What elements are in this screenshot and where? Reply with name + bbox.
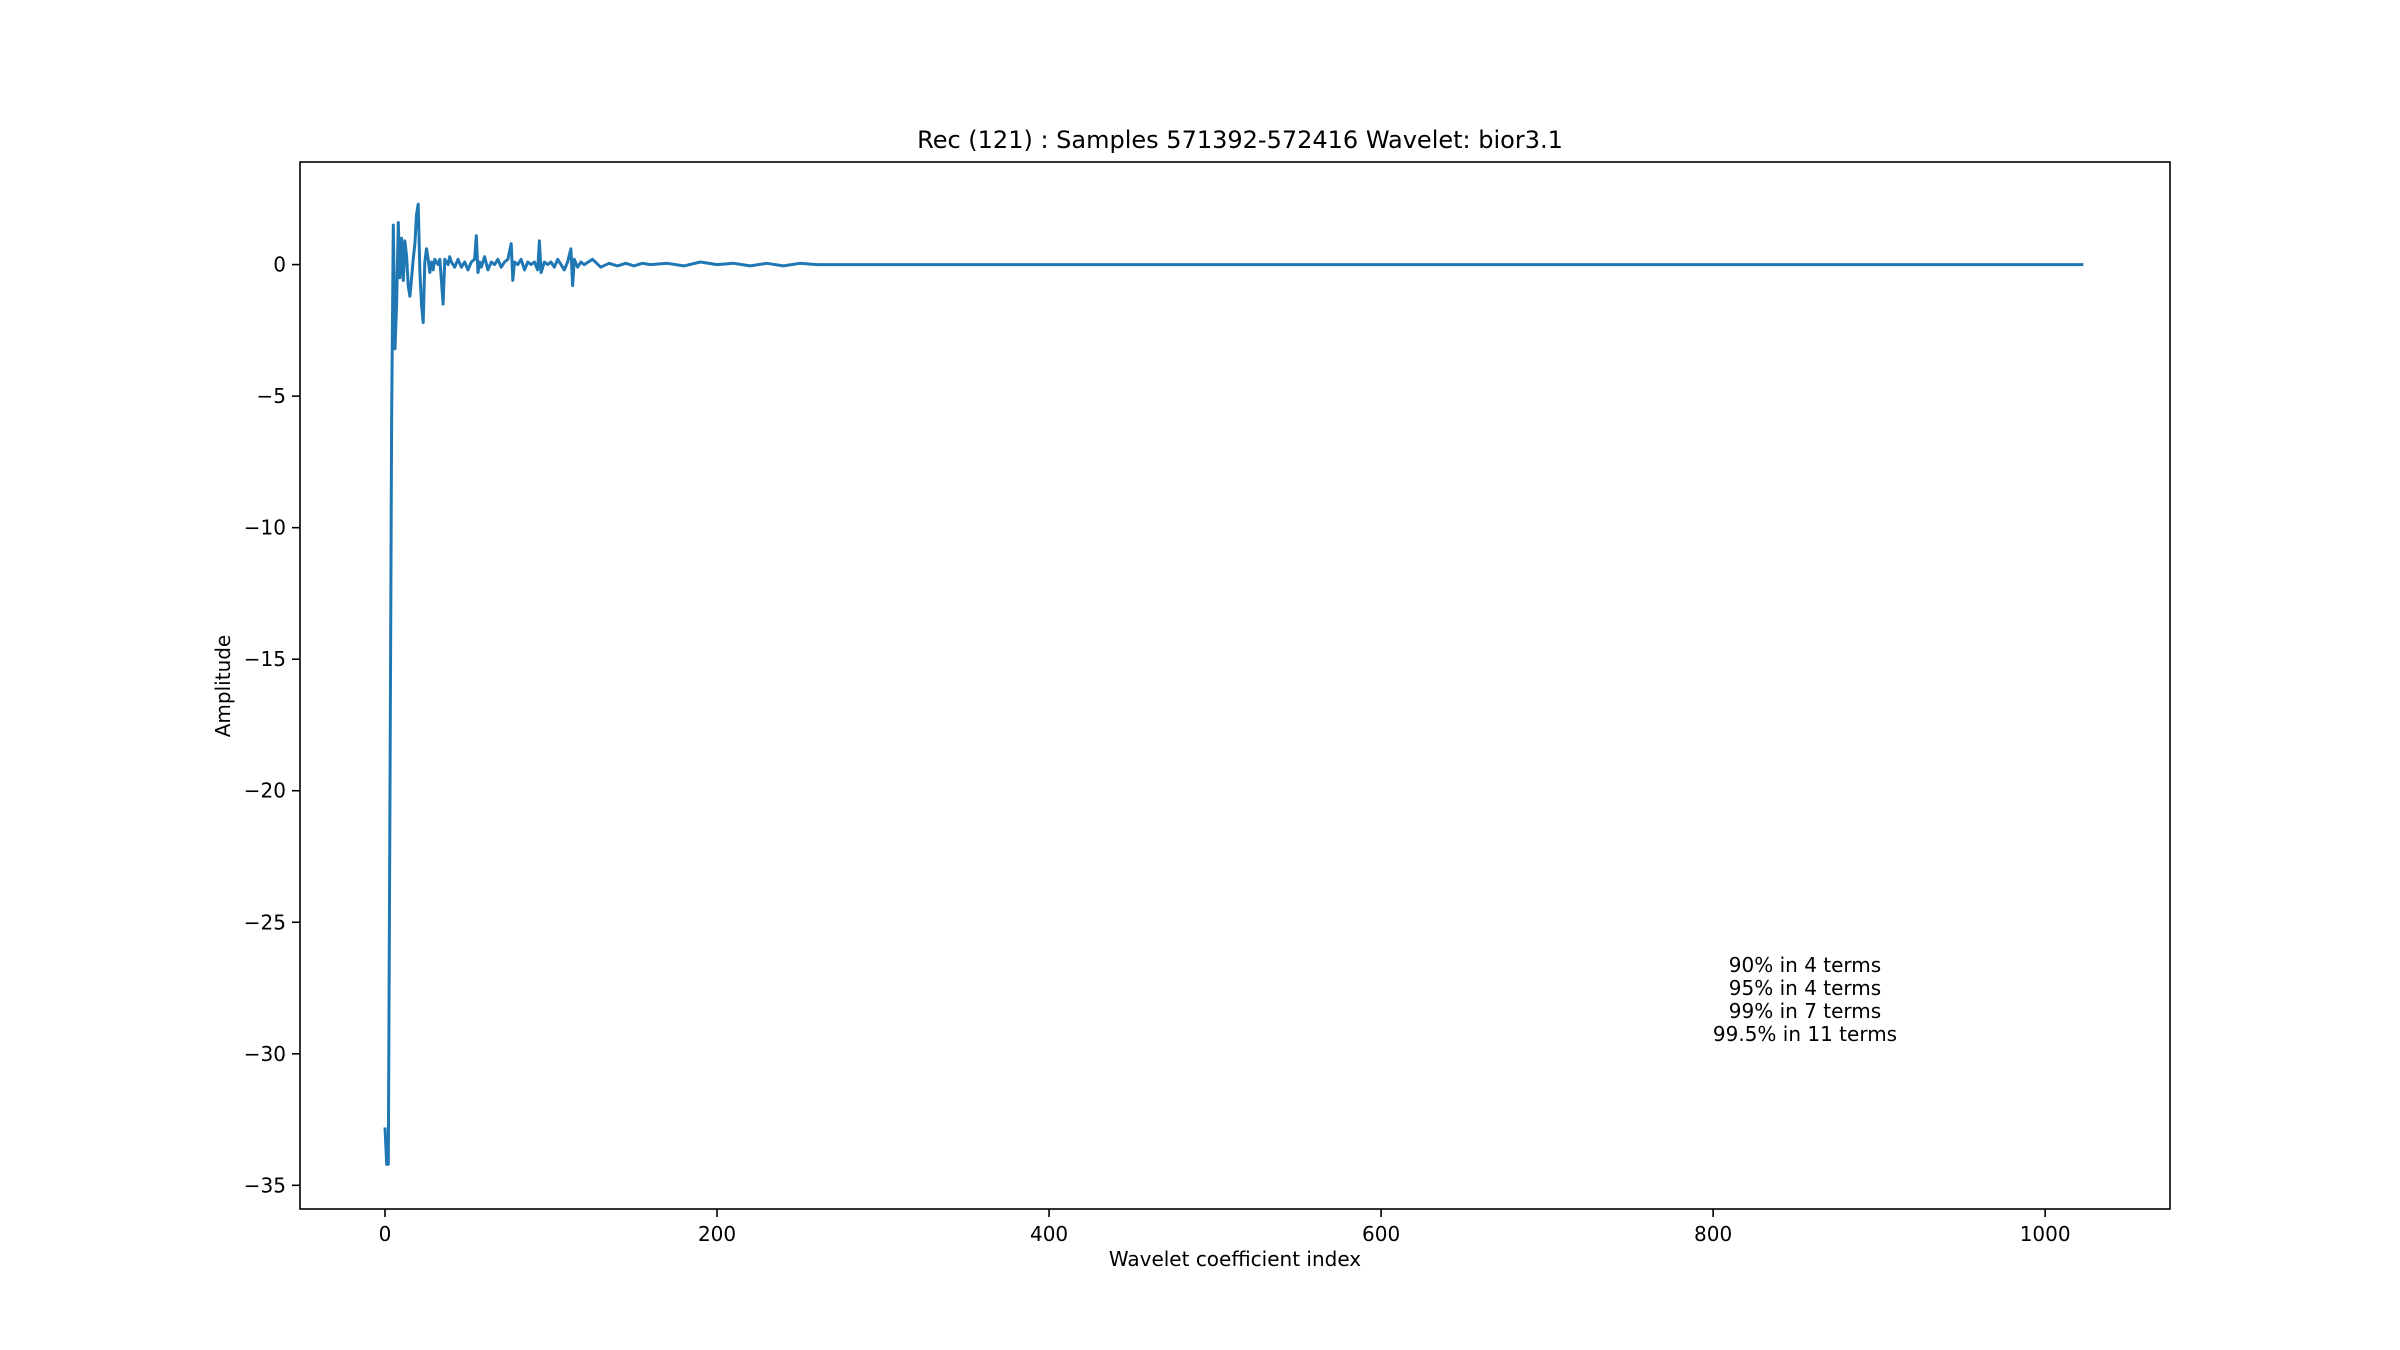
x-axis-title: Wavelet coefficient index	[1109, 1247, 1361, 1271]
plot-area-frame	[299, 161, 2171, 1210]
x-tick-label: 400	[1030, 1222, 1068, 1246]
x-tick-label: 0	[379, 1222, 392, 1246]
y-tick-label: 0	[273, 253, 286, 277]
y-tick-label: −10	[244, 516, 286, 540]
y-tick-label: −25	[244, 910, 286, 934]
y-tick-label: −20	[244, 779, 286, 803]
chart-title: Rec (121) : Samples 571392-572416 Wavele…	[917, 126, 1563, 154]
y-axis: 0 −5 −10 −15 −20 −25 −30 −35	[244, 253, 300, 1197]
y-tick-label: −5	[257, 384, 286, 408]
annotation-line: 90% in 4 terms	[1729, 953, 1881, 977]
y-axis-title: Amplitude	[211, 635, 235, 738]
annotation-line: 99.5% in 11 terms	[1713, 1022, 1897, 1046]
x-tick-label: 200	[698, 1222, 736, 1246]
y-tick-label: −35	[244, 1173, 286, 1197]
x-axis: 0 200 400 600 800 1000	[379, 1209, 2071, 1246]
y-tick-label: −30	[244, 1042, 286, 1066]
annotation-line: 95% in 4 terms	[1729, 976, 1881, 1000]
series-line	[383, 202, 2084, 1166]
x-tick-label: 800	[1694, 1222, 1732, 1246]
x-tick-label: 1000	[2020, 1222, 2071, 1246]
x-tick-label: 600	[1362, 1222, 1400, 1246]
y-tick-label: −15	[244, 647, 286, 671]
annotation-line: 99% in 7 terms	[1729, 999, 1881, 1023]
